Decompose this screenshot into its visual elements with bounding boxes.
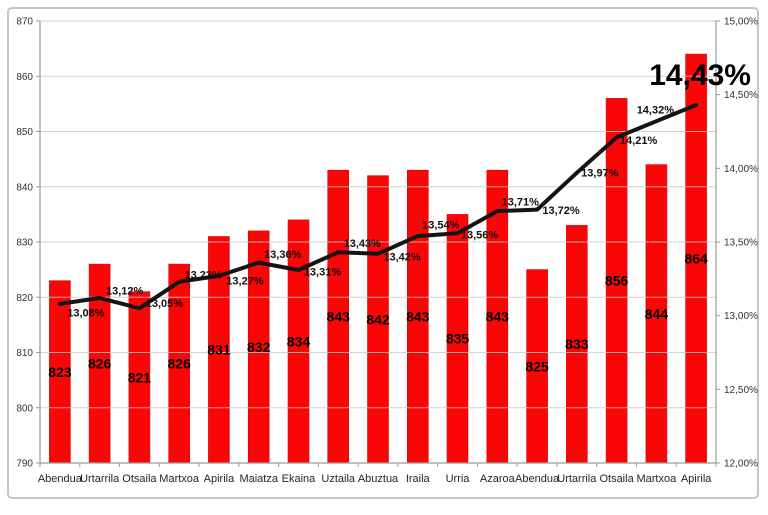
x-axis-category-label: Urtarrila xyxy=(80,473,120,485)
point-percent-label: 13,43% xyxy=(344,238,382,250)
x-axis-category-label: Otsaila xyxy=(122,473,157,485)
x-axis-category-label: Martxoa xyxy=(636,473,677,485)
bar-value-label: 821 xyxy=(128,369,152,385)
point-percent-label: 13,12% xyxy=(106,285,144,297)
point-percent-label: 13,42% xyxy=(383,251,421,263)
left-axis-tick-label: 820 xyxy=(16,293,33,304)
x-axis-category-label: Abendua xyxy=(515,473,560,485)
highlight-percent-label: 14,43% xyxy=(649,59,751,92)
left-axis-tick-label: 830 xyxy=(16,238,33,249)
right-axis-tick-label: 14,00% xyxy=(724,164,758,175)
left-axis-tick-label: 860 xyxy=(16,72,33,83)
bar-value-label: 844 xyxy=(645,306,669,322)
bar-value-label: 843 xyxy=(486,309,510,325)
point-labels: 13,08%13,12%13,05% 13,23%13,27% 13,36%13,3… xyxy=(67,105,674,320)
bar-value-label: 831 xyxy=(207,342,231,358)
point-percent-label: 14,32% xyxy=(637,105,675,117)
point-percent-label: 13,31% xyxy=(304,266,342,278)
x-axis-category-label: Azaroa xyxy=(480,473,516,485)
bar-value-label: 864 xyxy=(684,251,708,267)
bar-value-label: 842 xyxy=(366,311,390,327)
point-percent-label: 13,97% xyxy=(581,167,619,179)
bar-value-label: 843 xyxy=(406,309,430,325)
point-percent-label: 13,72% xyxy=(542,205,580,217)
left-axis-tick-label: 790 xyxy=(16,459,33,470)
point-percent-label: 13,36% xyxy=(264,249,302,261)
x-axis-category-label: Abuztua xyxy=(358,473,399,485)
point-percent-label: 13,54% xyxy=(422,220,460,232)
x-axis-category-label: Iraila xyxy=(406,473,431,485)
right-axis-tick-label: 13,00% xyxy=(724,311,758,322)
bar-value-label: 825 xyxy=(525,358,549,374)
x-axis-category-label: Abendua xyxy=(38,473,83,485)
point-percent-label: 13,05% xyxy=(146,298,184,310)
point-percent-label: 13,23% xyxy=(185,269,223,281)
bar-value-label: 835 xyxy=(446,331,470,347)
point-percent-label: 14,21% xyxy=(620,135,658,147)
x-axis-category-label: Uztaila xyxy=(321,473,356,485)
x-axis-category-label: Apirila xyxy=(681,473,712,485)
x-axis-category-label: Otsaila xyxy=(599,473,634,485)
left-axis-tick-label: 840 xyxy=(16,182,33,193)
bar-value-label: 823 xyxy=(48,364,72,380)
bar-value-label: 834 xyxy=(287,333,311,349)
right-axis-tick-label: 12,00% xyxy=(724,459,758,470)
bar-value-label: 832 xyxy=(247,339,271,355)
bar-value-label: 826 xyxy=(167,356,191,372)
bar-value-label: 856 xyxy=(605,273,629,289)
right-axis-tick-label: 13,50% xyxy=(724,238,758,249)
left-axis-tick-label: 800 xyxy=(16,403,33,414)
x-axis-category-label: Apirila xyxy=(204,473,235,485)
point-percent-label: 13,56% xyxy=(461,230,499,242)
left-axis-tick-label: 870 xyxy=(16,17,33,28)
x-axis-category-label: Urria xyxy=(446,473,471,485)
x-axis-category-label: Maiatza xyxy=(239,473,278,485)
bar-value-label: 843 xyxy=(327,309,351,325)
trend-line xyxy=(57,103,699,311)
axes: 87086085084083082081080079015,00%14,50%1… xyxy=(16,17,758,486)
left-axis-tick-label: 850 xyxy=(16,127,33,138)
right-axis-tick-label: 12,50% xyxy=(724,385,758,396)
left-axis-tick-label: 810 xyxy=(16,348,33,359)
x-axis-category-label: Ekaina xyxy=(282,473,317,485)
right-axis-tick-label: 14,50% xyxy=(724,90,758,101)
point-percent-label: 13,71% xyxy=(502,197,540,209)
bar-value-label: 833 xyxy=(565,336,589,352)
right-axis-tick-label: 15,00% xyxy=(724,17,758,28)
point-percent-label: 13,27% xyxy=(226,275,264,287)
bar-series xyxy=(49,53,707,464)
bar-value-labels: 823 826 821 826 831 832 834 843 842 843 835 843 825 8… xyxy=(48,251,708,386)
x-axis-category-label: Urtarrila xyxy=(557,473,597,485)
point-percent-label: 13,08% xyxy=(67,307,105,319)
bar-value-label: 826 xyxy=(88,356,112,372)
x-axis-category-label: Martxoa xyxy=(159,473,200,485)
